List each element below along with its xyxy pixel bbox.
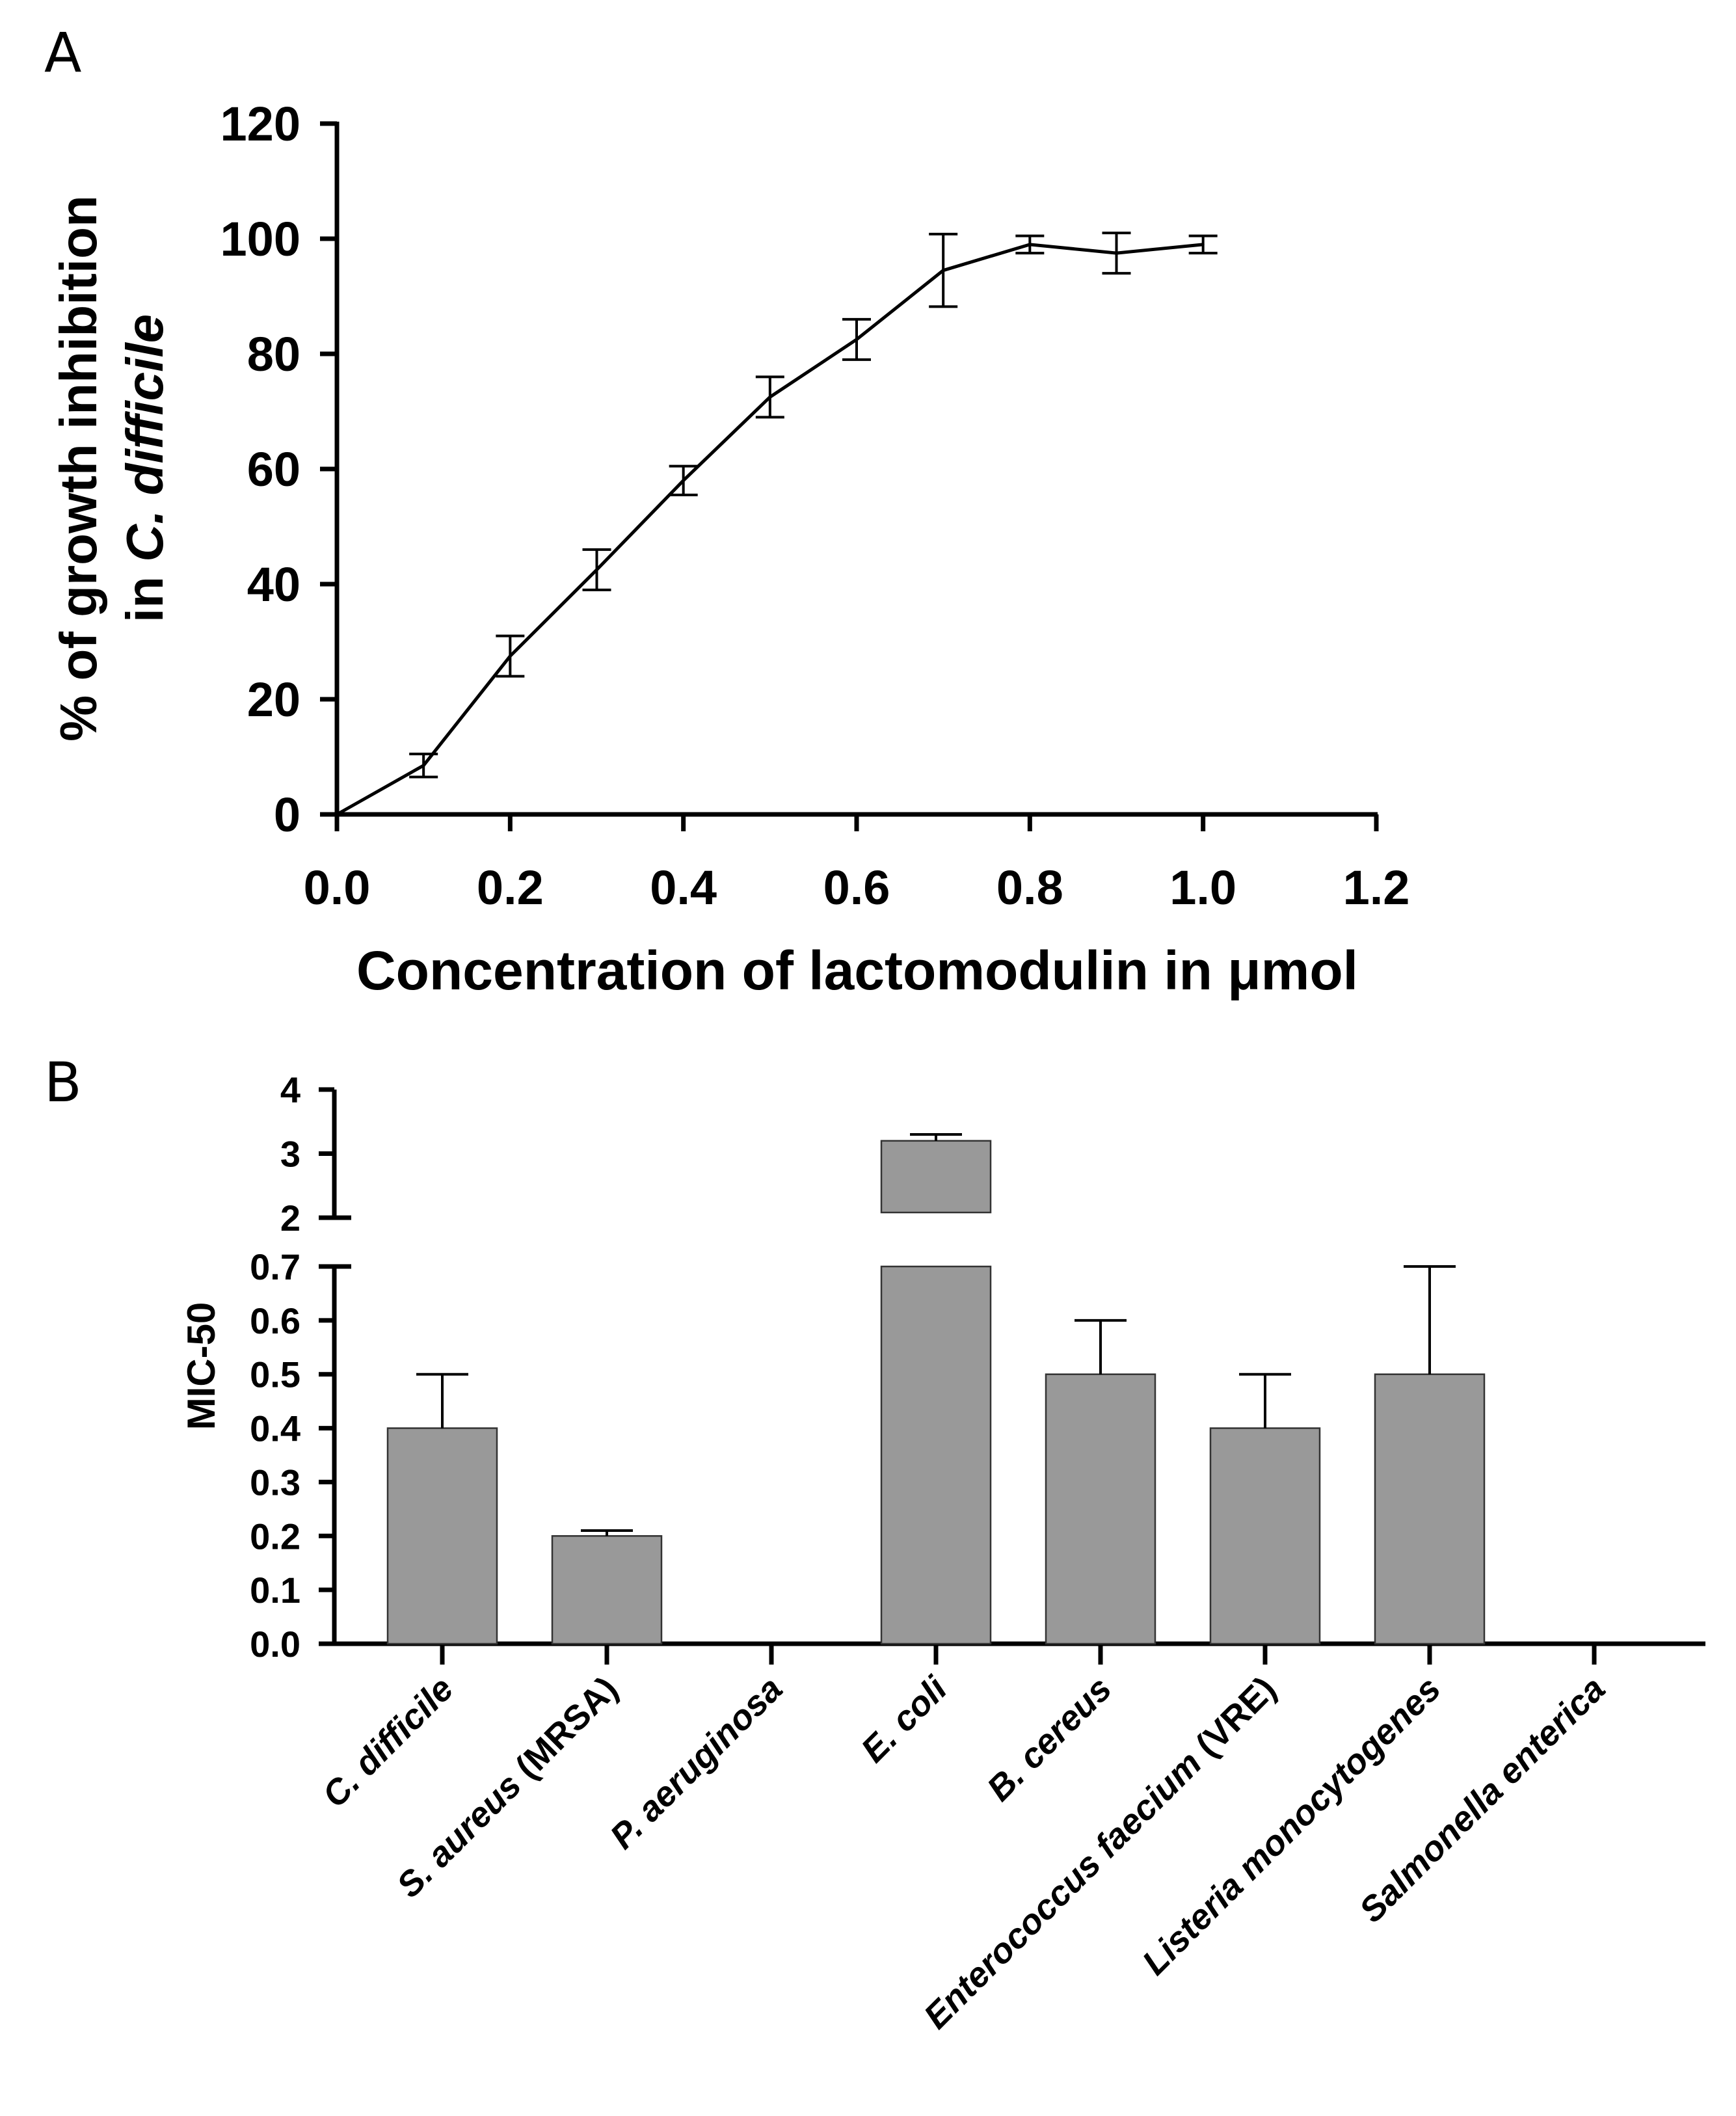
b-y-tick-label: 4 [280, 1069, 300, 1110]
b-category-italic: S. aureus [390, 1766, 529, 1905]
a-x-tick-label: 1.0 [1169, 861, 1236, 915]
b-bar [1209, 1427, 1321, 1645]
a-y-axis-title-line1: % of growth inhibition [49, 195, 107, 742]
a-series-line [336, 243, 1203, 816]
b-category-label: P. aeruginosa [603, 1669, 790, 1856]
b-category-plain: (MRSA) [501, 1669, 626, 1793]
b-category-italic: Enterococcus faecium [916, 1744, 1209, 2037]
a-data-point [509, 654, 512, 658]
b-bar [1045, 1373, 1156, 1645]
a-y-axis-title-species: C. difficile [116, 314, 174, 562]
panel-a-label: A [44, 21, 81, 85]
b-y-tick-label: 0.2 [250, 1516, 300, 1557]
a-data-point [855, 338, 858, 341]
a-y-tick-label: 60 [247, 442, 300, 496]
a-x-tick-label: 1.2 [1343, 861, 1410, 915]
b-category-label: Enterococcus faecium (VRE) [916, 1669, 1283, 2036]
panel-b-bar-chart: 0.0 0.1 0.2 0.3 0.4 0.5 0.6 0.7 2 3 4 C. difficile… [180, 1069, 1705, 2036]
b-category-italic: P. aeruginosa [603, 1669, 790, 1856]
b-bar-upper-segment [880, 1140, 992, 1214]
a-x-tick-label: 0.6 [823, 861, 890, 915]
a-x-tick-label: 0.2 [477, 861, 544, 915]
panel-b-label: B [44, 1051, 82, 1114]
b-error-bar [1239, 1373, 1291, 1428]
b-error-bar [416, 1373, 468, 1428]
b-bar [551, 1535, 663, 1645]
panel-a-line-chart: 0.0 0.2 0.4 0.6 0.8 1.0 1.2 0 20 40 60 80 100 120 Con… [49, 97, 1409, 1001]
a-y-tick-label: 40 [247, 557, 300, 611]
a-data-point [1201, 243, 1205, 246]
a-y-axis-title-line2: in C. difficile [116, 314, 174, 623]
b-bar [1374, 1373, 1486, 1645]
b-y-tick-label: 0.4 [250, 1408, 300, 1449]
b-y-tick-label: 0.1 [250, 1570, 300, 1611]
b-category-italic: B. cereus [980, 1669, 1119, 1808]
a-y-tick-label: 80 [247, 327, 300, 381]
a-data-point [1028, 243, 1032, 246]
b-category-plain: (VRE) [1182, 1669, 1284, 1771]
b-category-label: B. cereus [980, 1669, 1119, 1808]
a-y-tick-label: 120 [220, 97, 300, 151]
b-y-tick-label: 0.0 [250, 1624, 300, 1665]
a-x-tick-label: 0.0 [304, 861, 371, 915]
b-y-tick-label: 0.5 [250, 1354, 300, 1395]
b-y-tick-label: 3 [280, 1134, 300, 1175]
a-y-tick-label: 20 [247, 673, 300, 727]
b-error-bar [1075, 1319, 1127, 1374]
b-y-axis-title: MIC-50 [180, 1302, 223, 1430]
b-y-tick-label: 0.7 [250, 1246, 300, 1287]
a-y-tick-label: 100 [220, 212, 300, 266]
a-data-point [682, 479, 685, 482]
b-y-tick-label: 2 [280, 1198, 300, 1239]
b-bar-lower-segment [880, 1265, 992, 1645]
b-bar [386, 1427, 498, 1645]
b-category-label: C. difficile [315, 1669, 461, 1815]
b-y-tick-label: 0.6 [250, 1300, 300, 1341]
a-data-point [595, 568, 598, 571]
b-category-italic: C. difficile [315, 1669, 461, 1815]
b-category-italic: Listeria monocytogenes [1135, 1669, 1449, 1983]
a-x-tick-label: 0.4 [650, 861, 717, 915]
a-data-point [422, 764, 425, 767]
a-data-point [1115, 252, 1118, 255]
b-error-bar [910, 1132, 962, 1141]
a-x-tick-label: 0.8 [996, 861, 1063, 915]
b-error-bar [581, 1529, 633, 1536]
a-y-tick-label: 0 [274, 788, 300, 842]
a-data-point [768, 395, 771, 399]
b-y-tick-label: 0.3 [250, 1462, 300, 1503]
b-category-label: Listeria monocytogenes [1135, 1669, 1449, 1983]
a-x-axis-title: Concentration of lactomodulin in μmol [356, 940, 1358, 1001]
a-y-axis-title-prefix: in [116, 562, 174, 623]
b-category-italic: E. coli [854, 1668, 955, 1770]
b-category-label: E. coli [854, 1668, 955, 1770]
a-data-point [942, 269, 945, 272]
b-error-bar [1404, 1265, 1456, 1374]
